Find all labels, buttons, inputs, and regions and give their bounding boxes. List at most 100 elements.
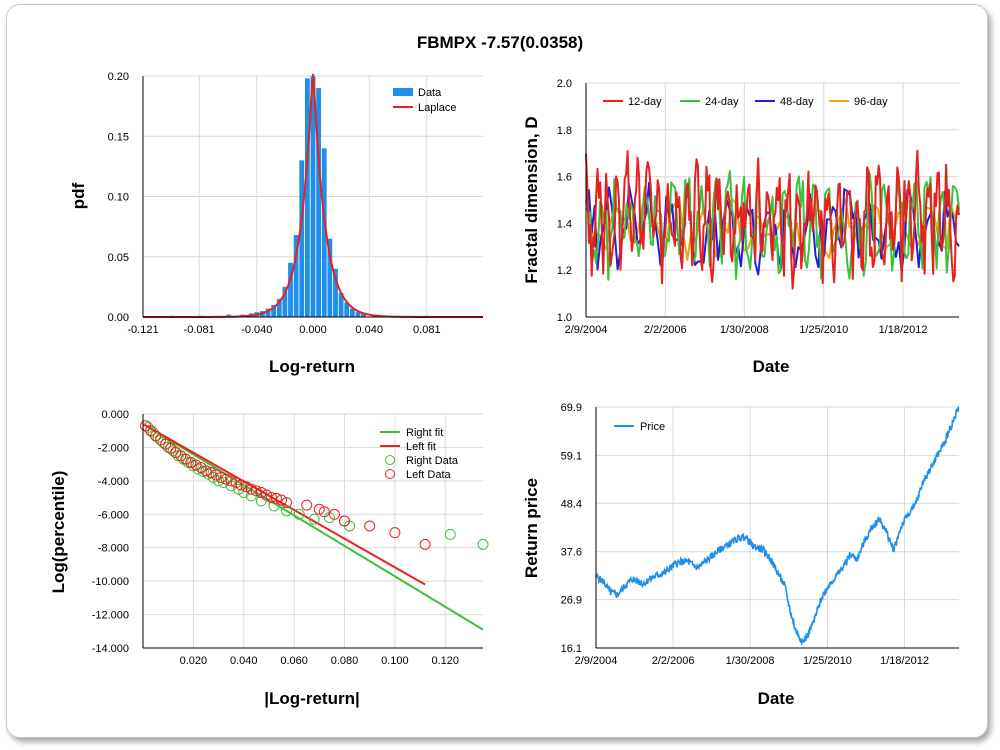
tail-y-tick: -6.000 bbox=[98, 509, 129, 521]
legend-data-swatch bbox=[393, 88, 413, 96]
fractal-y-tick: 1.2 bbox=[557, 265, 572, 277]
pdf-x-tick: -0.081 bbox=[184, 324, 215, 336]
tail-data-point bbox=[328, 508, 340, 520]
price-y-tick: 37.6 bbox=[561, 547, 582, 559]
pdf-y-axis-label: pdf bbox=[69, 182, 88, 209]
fractal-series-12-day bbox=[585, 149, 960, 290]
pdf-bar bbox=[276, 298, 282, 317]
pdf-bar bbox=[333, 268, 338, 317]
pdf-bar bbox=[355, 312, 361, 317]
tail-data-point bbox=[293, 508, 305, 520]
tail-y-tick: 0.000 bbox=[101, 409, 129, 421]
fractal-y-tick: 1.6 bbox=[557, 172, 572, 184]
tail-data-point bbox=[281, 497, 293, 509]
fractal-legend-label: 24-day bbox=[705, 96, 739, 108]
price-y-tick: 69.9 bbox=[561, 402, 582, 414]
tail-data-point bbox=[235, 479, 247, 491]
tail-data-point bbox=[389, 527, 401, 539]
tail-data-point bbox=[185, 456, 197, 468]
price-y-tick: 16.1 bbox=[561, 643, 582, 655]
fractal-x-tick: 2/9/2004 bbox=[565, 324, 608, 336]
pdf-y-tick: 0.10 bbox=[108, 192, 129, 204]
figure-title: FBMPX -7.57(0.0358) bbox=[417, 33, 583, 52]
tail-x-axis-label: |Log-return| bbox=[264, 689, 359, 708]
price-y-axis-label: Return price bbox=[522, 478, 541, 578]
tail-data-point bbox=[200, 465, 212, 477]
fractal-y-tick: 1.0 bbox=[557, 312, 572, 324]
pdf-x-tick: -0.121 bbox=[127, 324, 158, 336]
pdf-bar bbox=[338, 292, 344, 317]
pdf-bar bbox=[316, 88, 322, 317]
pdf-x-tick: 0.000 bbox=[299, 324, 327, 336]
pdf-bar bbox=[265, 308, 271, 317]
fractal-y-tick: 2.0 bbox=[557, 78, 572, 90]
tail-data-point bbox=[270, 492, 282, 504]
tail-legend-label: Left Data bbox=[406, 469, 452, 481]
tail-data-point bbox=[240, 481, 252, 493]
tail-data-point bbox=[218, 477, 230, 489]
pdf-y-tick: 0.05 bbox=[108, 252, 129, 264]
pdf-bar bbox=[271, 304, 277, 317]
tail-data-point bbox=[245, 483, 257, 495]
pdf-x-tick: -0.040 bbox=[241, 324, 272, 336]
pdf-y-tick: 0.20 bbox=[108, 71, 129, 83]
price-x-tick: 1/30/2008 bbox=[726, 655, 775, 667]
tail-data-point bbox=[318, 506, 330, 518]
tail-x-tick: 0.080 bbox=[331, 655, 359, 667]
tail-data-point bbox=[205, 467, 217, 478]
tail-percentile-panel: |Log-return| Log(percentile) 0.020 0.040 0… bbox=[49, 409, 489, 708]
tail-data-point bbox=[268, 500, 280, 512]
tail-legend-swatch bbox=[385, 455, 395, 465]
tail-data-point bbox=[210, 469, 222, 481]
tail-y-tick: -12.000 bbox=[92, 610, 129, 622]
pdf-y-tick: 0.15 bbox=[108, 131, 129, 143]
tail-legend-swatch bbox=[385, 469, 395, 479]
fractal-y-axis-label: Fractal dimension, D bbox=[522, 116, 541, 283]
price-y-tick: 59.1 bbox=[561, 450, 582, 462]
fractal-x-tick: 1/30/2008 bbox=[720, 324, 769, 336]
tail-y-tick: -10.000 bbox=[92, 576, 129, 588]
legend-data-label: Data bbox=[418, 87, 442, 99]
pdf-bar bbox=[310, 76, 316, 317]
price-x-tick: 1/25/2010 bbox=[803, 655, 852, 667]
tail-data-point bbox=[308, 513, 320, 525]
pdf-histogram-panel: Log-return pdf -0.121 -0.081 -0.040 0.000 0.… bbox=[69, 71, 483, 376]
tail-data-point bbox=[225, 475, 237, 487]
fractal-legend-label: 96-day bbox=[854, 96, 888, 108]
tail-data-point bbox=[213, 475, 225, 487]
tail-y-tick: -2.000 bbox=[98, 442, 129, 454]
pdf-bar bbox=[321, 148, 327, 317]
price-y-tick: 48.4 bbox=[561, 498, 582, 510]
fractal-y-tick: 1.4 bbox=[557, 218, 572, 230]
fractal-x-tick: 2/2/2006 bbox=[644, 324, 687, 336]
price-x-tick: 2/2/2006 bbox=[652, 655, 695, 667]
tail-data-point bbox=[220, 473, 232, 485]
fractal-x-tick: 1/18/2012 bbox=[879, 324, 928, 336]
fractal-legend-label: 48-day bbox=[780, 96, 814, 108]
tail-legend-label: Right Data bbox=[406, 455, 459, 467]
fractal-y-tick: 1.8 bbox=[557, 125, 572, 137]
tail-data-point bbox=[364, 520, 376, 532]
pdf-bar bbox=[293, 235, 299, 317]
tail-data-point bbox=[281, 505, 293, 517]
tail-x-tick: 0.100 bbox=[381, 655, 409, 667]
pdf-x-tick: 0.040 bbox=[355, 324, 383, 336]
return-price-panel: Date Return price 16.1 26.9 37.6 48.4 59.1 69… bbox=[522, 402, 960, 708]
pdf-y-tick: 0.00 bbox=[108, 312, 129, 324]
tail-x-tick: 0.040 bbox=[230, 655, 258, 667]
price-x-tick: 1/18/2012 bbox=[880, 655, 929, 667]
tail-data-point bbox=[215, 472, 227, 484]
pdf-x-axis-label: Log-return bbox=[269, 357, 355, 376]
price-line bbox=[595, 406, 960, 647]
price-x-axis-label: Date bbox=[758, 689, 795, 708]
price-y-tick: 26.9 bbox=[561, 595, 582, 607]
tail-data-point bbox=[301, 499, 313, 511]
fractal-dimension-panel: Date Fractal dimension, D 1.0 1.2 1.4 1.6 1.… bbox=[522, 78, 960, 376]
pdf-bar bbox=[288, 262, 293, 317]
tail-data-point bbox=[338, 515, 350, 527]
pdf-bar bbox=[282, 286, 288, 317]
tail-y-axis-label: Log(percentile) bbox=[49, 471, 68, 594]
price-legend-label: Price bbox=[640, 421, 665, 433]
tail-legend-label: Left fit bbox=[406, 441, 436, 453]
